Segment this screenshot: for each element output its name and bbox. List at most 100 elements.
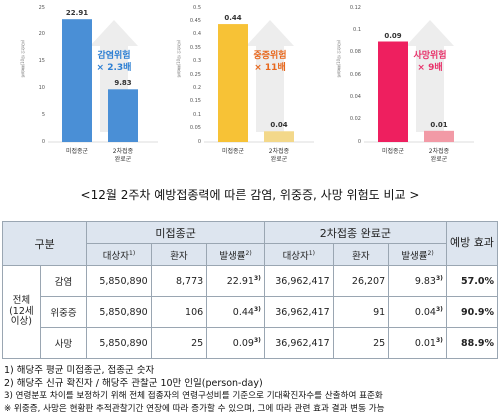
y-tick-label: 5 [41,111,45,118]
vax-patients: 26,207 [332,265,390,297]
vax-rate: 0.043) [388,296,447,328]
y-tick-label: 10 [38,84,45,91]
y-tick-label: 0 [197,138,201,145]
vax-patients: 91 [332,296,390,328]
figure-caption: <12월 2주차 예방접종력에 따른 감염, 위중증, 사망 위험도 비교 > [80,188,420,202]
category-label-line: 2차접종 [428,148,450,155]
category-label: 미접종군 [55,148,99,156]
y-axis-label: 발생률(10만 인일당) [176,40,181,78]
y-axis-label: 발생률(10만 인일당) [20,40,25,78]
risk-label: 사망위험 × 9배 [400,50,460,74]
y-tick-label: 25 [38,4,45,11]
row-type: 사망 [39,327,88,359]
y-tick-label: 0 [41,138,45,145]
bar [378,41,408,142]
category-label-line: 미접종군 [221,148,245,155]
charts-area: 0 5 10 15 20 25 발생률(10만 인일당) 22.91 미접종군 9.83 2차접종 완… [0,0,500,178]
effect-value: 88.9% [445,327,499,359]
risk-label: 중증위험 × 11배 [240,50,300,74]
chart-svg [48,19,158,143]
risk-label-line: × 11배 [254,63,286,74]
category-label-line: 2차접종 [112,148,134,155]
table-row: 사망 5,850,890 25 0.093) 36,962,417 25 0.0… [3,327,499,359]
y-tick-label: 0.45 [189,17,201,24]
y-tick-label: 0.1 [353,26,361,33]
vax-target: 36,962,417 [263,296,334,328]
effect-value: 57.0% [445,265,499,297]
unvax-target: 5,850,890 [86,327,152,359]
y-axis-label: 발생률(10만 인일당) [336,40,341,78]
risk-label-line: 감염위험 [97,51,131,61]
category-label-line: 완료군 [114,155,132,163]
category-label: 2차접종 완료군 [101,148,145,163]
bar-value-label: 0.04 [270,121,288,130]
bar [424,130,454,142]
unvax-patients: 106 [150,296,208,328]
vaccine-effect-table: 구분 미접종군 2차접종 완료군 예방 효과 대상자1) 환자 발생률2) 대상… [1,221,499,359]
category-label-line: 완료군 [270,155,288,163]
y-tick-label: 0.4 [193,31,201,38]
chart-svg [204,20,314,143]
y-tick-label: 0.15 [189,98,201,105]
unvax-rate: 0.093) [206,327,265,359]
y-tick-label: 0.5 [193,4,201,11]
category-label: 2차접종 완료군 [257,148,301,163]
category-label: 미접종군 [211,148,255,156]
y-tick-label: 0 [357,138,361,145]
death-chart: 0 0.02 0.04 0.06 0.08 0.1 0.12 발생률(10만 인일당) 0.09… [336,0,478,178]
group-label: 전체 (12세 이상) [2,265,41,359]
y-tick-label: 0.06 [349,71,361,78]
unvax-target: 5,850,890 [86,296,152,328]
y-tick-label: 0.3 [193,58,201,65]
risk-label-line: 사망위험 [413,51,447,61]
vax-patients: 25 [332,327,390,359]
table-row: 전체 (12세 이상) 감염 5,850,890 8,773 22.913) 3… [2,265,499,359]
bar-value-label: 9.83 [114,79,132,88]
bar [218,24,248,142]
infection-chart: 0 5 10 15 20 25 발생률(10만 인일당) 22.91 미접종군 9.83 2차접종 완… [20,0,162,178]
risk-label-line: × 9배 [417,63,443,74]
unvax-patients: 8,773 [150,265,208,297]
header-unvaccinated: 미접종군 [86,221,265,244]
bar-value-label: 0.01 [430,120,448,129]
header-target-vax: 대상자1) [263,243,334,266]
chart-svg [364,20,474,143]
y-tick-label: 0.12 [349,4,361,11]
bar-value-label: 0.09 [384,31,402,40]
risk-label-line: × 2.3배 [96,63,132,74]
unvax-rate: 22.913) [206,265,265,297]
unvax-target: 5,850,890 [86,265,152,297]
bar-value-label: 0.44 [224,14,242,23]
header-rate-unvax: 발생률2) [206,243,265,266]
unvax-patients: 25 [150,327,208,359]
risk-label: 감염위험 × 2.3배 [84,50,144,74]
header-vaccinated: 2차접종 완료군 [263,221,447,244]
footnotes: 1) 해당주 평균 미접종군, 접종군 숫자 2) 해당주 신규 확진자 / 해… [4,365,498,415]
row-type: 위중증 [39,296,88,328]
header-patients-vax: 환자 [332,243,390,266]
y-tick-label: 0.08 [349,49,361,56]
y-tick-label: 0.1 [193,111,201,118]
severe-chart: 0 0.05 0.1 0.15 0.2 0.25 0.3 0.35 0.4 0.45 0.5 발생률(… [176,0,318,178]
bar [108,89,138,142]
header-rate-vax: 발생률2) [388,243,447,266]
vax-target: 36,962,417 [263,327,334,359]
category-label-line: 완료군 [430,155,448,163]
category-label-line: 미접종군 [381,148,405,155]
vax-target: 36,962,417 [263,265,334,297]
header-effect: 예방 효과 [445,221,499,266]
header-group: 구분 [1,221,88,266]
risk-label-line: 중증위험 [253,51,287,61]
y-tick-label: 0.25 [189,71,201,78]
vax-rate: 0.013) [388,327,447,359]
category-label-line: 미접종군 [65,148,89,155]
y-tick-label: 0.2 [193,84,201,91]
footnote-1: 1) 해당주 평균 미접종군, 접종군 숫자 [4,365,155,376]
y-tick-label: 0.02 [349,116,361,123]
effect-value: 90.9% [445,296,499,328]
header-patients-unvax: 환자 [150,243,208,266]
y-tick-label: 0.04 [349,93,361,100]
footnote-note: ※ 위중증, 사망은 현황판 추적관찰기간 연장에 따라 증가할 수 있으며, … [4,403,385,414]
footnote-3: 3) 연령분포 차이를 보정하기 위해 전체 접종자의 연령구성비를 기준으로 … [4,391,383,401]
category-label: 미접종군 [371,148,415,156]
